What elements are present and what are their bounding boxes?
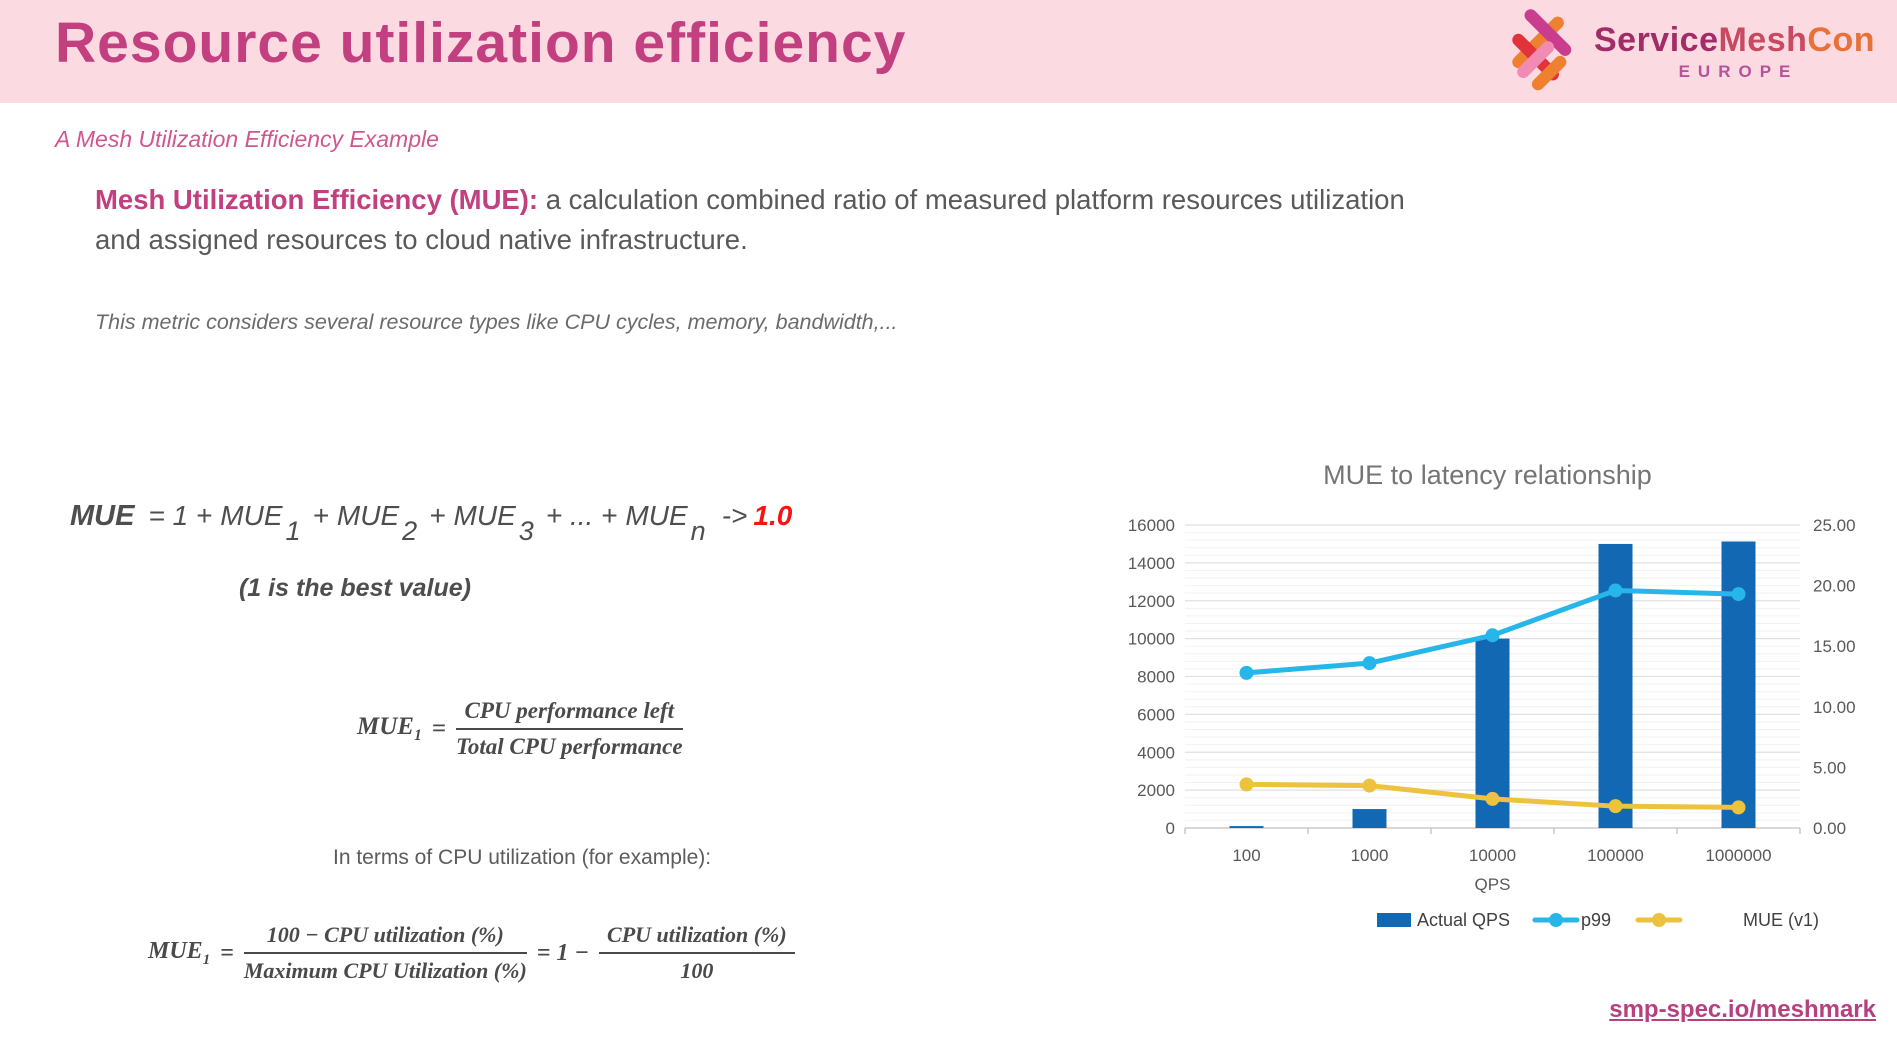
equals-sign: = — [431, 715, 446, 742]
marker-MUE (v1) — [1485, 791, 1500, 806]
cpu-utilization-note: In terms of CPU utilization (for example… — [333, 846, 712, 869]
fraction-numerator: CPU performance left — [455, 698, 683, 730]
formula-mue-sum: MUE = 1 + MUE 1 + MUE 2 + MUE 3 + ... + MUE n -> 1.0 — [70, 500, 793, 546]
equals-sign: = 1 − — [536, 939, 590, 966]
x-axis-category-label: 100000 — [1587, 846, 1644, 865]
note-text: This metric considers several resource t… — [95, 310, 898, 334]
x-axis-title: QPS — [1475, 875, 1511, 894]
marker-MUE (v1) — [1608, 799, 1623, 814]
fraction: 100 − CPU utilization (%) Maximum CPU Ut… — [243, 922, 527, 984]
fraction-denominator: Maximum CPU Utilization (%) — [243, 958, 527, 983]
x-axis-category-label: 1000 — [1351, 846, 1389, 865]
logo-word-europe: EUROPE — [1678, 61, 1799, 81]
marker-p99 — [1362, 656, 1377, 671]
bar-100 — [1229, 826, 1264, 828]
left-axis-tick-label: 8000 — [1137, 668, 1175, 687]
formula-op: + ... + — [545, 500, 618, 531]
lead-text: Mesh Utilization Efficiency (MUE): a cal… — [95, 180, 1415, 260]
left-axis-tick-label: 0 — [1166, 819, 1175, 838]
marker-p99 — [1608, 583, 1623, 598]
bar-1000 — [1352, 809, 1387, 828]
formula-mue1-cpu: MUE1 = CPU performance left Total CPU pe… — [357, 698, 683, 760]
formula-term: MUE — [336, 500, 400, 531]
right-axis-tick-label: 15.00 — [1813, 637, 1856, 656]
formula-term: MUE — [625, 500, 688, 531]
bar-1000000 — [1721, 541, 1756, 828]
servicemeshcon-logo: ServiceMeshCon EUROPE — [1506, 8, 1875, 94]
formula-op: + — [312, 500, 329, 531]
formula-subscript: 2 — [402, 516, 418, 546]
marker-MUE (v1) — [1362, 778, 1377, 793]
right-axis-tick-label: 20.00 — [1813, 577, 1856, 596]
left-axis-tick-label: 4000 — [1137, 743, 1175, 762]
left-axis-tick-label: 10000 — [1128, 630, 1175, 649]
left-axis-tick-label: 16000 — [1128, 516, 1175, 535]
left-axis-tick-label: 14000 — [1128, 554, 1175, 573]
page-title: Resource utilization efficiency — [55, 11, 907, 75]
marker-MUE (v1) — [1731, 800, 1746, 815]
fraction: CPU performance left Total CPU performan… — [455, 698, 683, 760]
right-axis-tick-label: 0.00 — [1813, 819, 1846, 838]
marker-p99 — [1239, 665, 1254, 680]
formula-term: MUE — [453, 500, 516, 531]
chart-title: MUE to latency relationship — [1323, 460, 1652, 490]
legend-swatch-actual-qps — [1377, 913, 1411, 927]
formula-op: = 1 + — [148, 500, 213, 531]
left-axis-tick-label: 12000 — [1128, 592, 1175, 611]
equals-sign: = — [220, 939, 234, 966]
legend-label-mue-v1: MUE (v1) — [1743, 910, 1819, 930]
marker-MUE (v1) — [1239, 777, 1254, 792]
formula-subscript: 1 — [285, 516, 301, 546]
fraction-denominator: 100 — [680, 958, 714, 983]
left-axis-tick-label: 2000 — [1137, 781, 1175, 800]
formula-subscript: n — [690, 516, 706, 546]
logo-word-service: Service — [1593, 20, 1719, 59]
left-axis-tick-label: 6000 — [1137, 705, 1175, 724]
x-axis-category-label: 100 — [1232, 846, 1260, 865]
footer-link[interactable]: smp-spec.io/meshmark — [1609, 996, 1876, 1023]
fraction-numerator: 100 − CPU utilization (%) — [243, 922, 527, 954]
formula-lhs: MUE1 — [148, 937, 211, 968]
legend-marker-mue-v1 — [1652, 913, 1666, 927]
x-axis-category-label: 10000 — [1469, 846, 1516, 865]
logo-word-con: Con — [1807, 20, 1875, 59]
x-axis-category-label: 1000000 — [1705, 846, 1771, 865]
right-axis-tick-label: 5.00 — [1813, 758, 1846, 777]
right-axis-tick-label: 25.00 — [1813, 516, 1856, 535]
legend-label-p99: p99 — [1581, 910, 1611, 930]
formula-lhs: MUE — [70, 500, 135, 532]
formula-subscript: 3 — [518, 516, 534, 546]
formula-op: + — [429, 500, 446, 531]
marker-p99 — [1731, 587, 1746, 602]
formula-mue1-utilization: MUE1 = 100 − CPU utilization (%) Maximum… — [148, 922, 795, 984]
legend-marker-p99 — [1549, 913, 1563, 927]
marker-p99 — [1485, 628, 1500, 643]
fraction: CPU utilization (%) 100 — [599, 922, 795, 984]
servicemeshcon-weave-icon — [1512, 9, 1572, 91]
right-axis-tick-label: 10.00 — [1813, 698, 1856, 717]
subtitle: A Mesh Utilization Efficiency Example — [55, 126, 439, 152]
formula-term: MUE — [220, 500, 283, 531]
chart-svg: 0 2000 4000 6000 8000 10000 12000 14000 16000 0.0… — [1128, 516, 1856, 930]
legend-label-actual-qps: Actual QPS — [1417, 910, 1510, 930]
fraction-denominator: Total CPU performance — [455, 734, 683, 759]
lead-definition: a calculation combined ratio of measured… — [95, 184, 1405, 255]
fraction-numerator: CPU utilization (%) — [599, 922, 795, 954]
chart-mue-latency: MUE to latency relationship 0 2000 4000 600… — [1080, 452, 1895, 936]
logo-word-mesh: Mesh — [1718, 20, 1808, 59]
formula-target-value: 1.0 — [753, 500, 793, 531]
logo-wordmark: ServiceMeshCon — [1594, 21, 1875, 60]
chart-plot: 0 2000 4000 6000 8000 10000 12000 14000 16000 0.0… — [1080, 508, 1895, 940]
header-band: Resource utilization efficiency ServiceM… — [0, 0, 1897, 103]
formula-caption: (1 is the best value) — [238, 574, 472, 602]
logo-text: ServiceMeshCon EUROPE — [1594, 21, 1875, 82]
lead-term: Mesh Utilization Efficiency (MUE): — [95, 184, 539, 215]
formula-lhs: MUE1 — [357, 713, 422, 744]
arrow-glyph: -> — [721, 500, 748, 531]
